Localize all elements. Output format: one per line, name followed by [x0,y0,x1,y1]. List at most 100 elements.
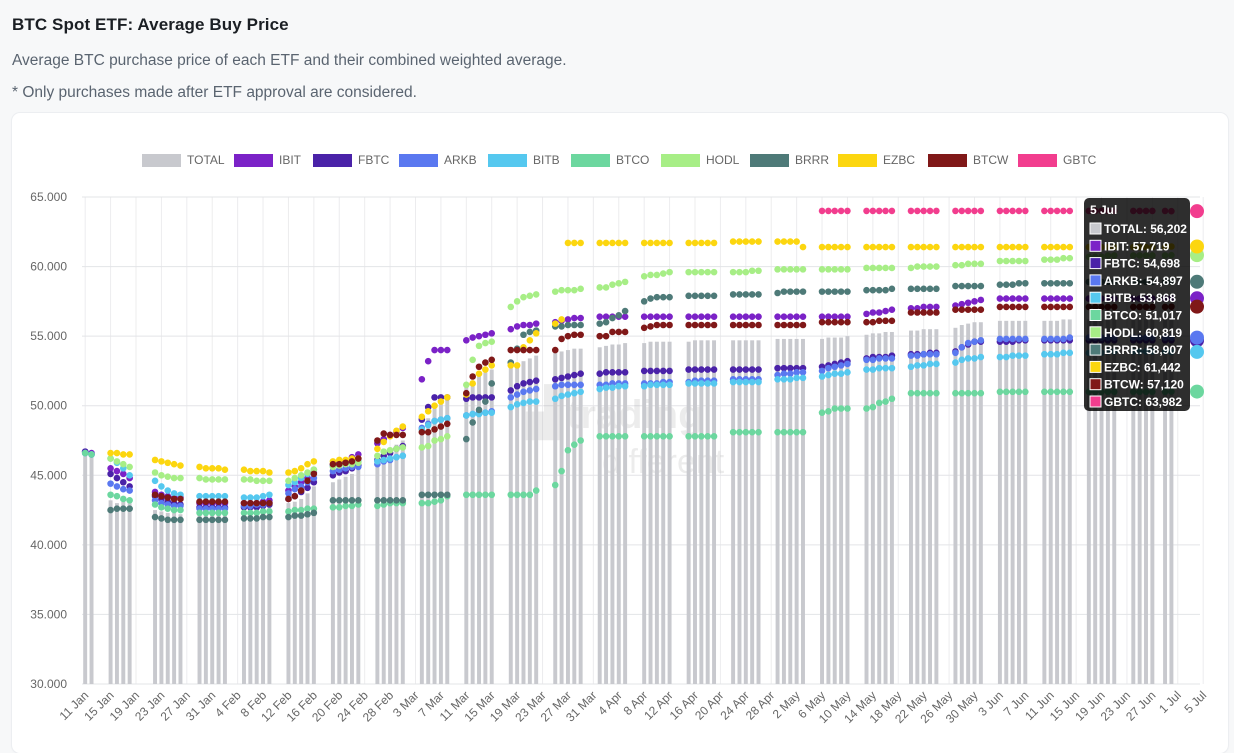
data-point[interactable] [348,497,356,504]
data-point[interactable] [164,494,172,501]
data-point[interactable] [736,321,743,329]
data-point[interactable] [926,350,934,358]
data-point[interactable] [818,318,826,326]
data-point[interactable] [386,497,394,504]
data-point[interactable] [386,431,394,439]
data-point[interactable] [1060,303,1067,311]
data-point[interactable] [964,207,972,215]
data-point[interactable] [748,267,756,275]
data-point[interactable] [609,239,616,247]
total-bar[interactable] [89,453,94,684]
data-point[interactable] [875,286,883,294]
data-point[interactable] [297,465,305,472]
data-point[interactable] [513,382,521,390]
data-point[interactable] [437,423,445,430]
data-point[interactable] [126,497,133,504]
data-point[interactable] [424,428,432,436]
data-point[interactable] [266,513,273,521]
data-point[interactable] [202,492,210,500]
data-point[interactable] [1009,303,1016,311]
data-point[interactable] [488,330,496,337]
data-point[interactable] [393,445,400,453]
total-bar[interactable] [559,351,564,684]
data-point[interactable] [380,448,388,455]
data-point[interactable] [196,509,203,517]
data-point[interactable] [571,441,578,448]
total-bar[interactable] [934,329,939,684]
total-bar[interactable] [1112,319,1117,684]
data-point[interactable] [659,367,667,375]
data-point[interactable] [615,433,623,440]
data-point[interactable] [825,364,832,372]
data-point[interactable] [1047,207,1055,215]
data-point[interactable] [475,406,483,414]
data-point[interactable] [926,207,934,215]
data-point[interactable] [964,306,972,314]
data-point[interactable] [964,282,972,290]
data-point[interactable] [698,239,705,247]
data-point[interactable] [291,485,299,493]
data-point[interactable] [1009,281,1016,288]
data-point[interactable] [964,260,972,268]
data-point[interactable] [958,300,966,308]
data-point[interactable] [837,405,845,412]
total-bar[interactable] [883,331,888,684]
data-point[interactable] [571,331,578,339]
total-bar[interactable] [731,340,736,684]
data-point[interactable] [596,370,604,378]
total-bar[interactable] [127,503,132,684]
data-point[interactable] [786,266,794,273]
data-point[interactable] [742,291,750,298]
data-point[interactable] [1041,303,1048,311]
data-point[interactable] [742,428,750,436]
data-point[interactable] [748,313,756,320]
data-point[interactable] [698,313,705,320]
data-point[interactable] [831,288,839,295]
data-point[interactable] [621,382,629,390]
legend-item-ibit[interactable]: IBIT [234,153,302,167]
data-point[interactable] [113,505,121,512]
total-bar[interactable] [667,341,672,684]
total-bar[interactable] [470,380,475,684]
total-bar[interactable] [1004,320,1009,684]
data-point[interactable] [532,291,540,298]
data-point[interactable] [602,332,610,340]
data-point[interactable] [151,491,159,499]
data-point[interactable] [825,407,832,415]
data-point[interactable] [621,369,629,376]
data-point[interactable] [520,399,527,407]
data-point[interactable] [704,239,711,247]
data-point[interactable] [177,474,184,482]
data-point[interactable] [424,491,432,499]
data-point[interactable] [964,299,972,307]
total-bar[interactable] [966,323,971,684]
data-point[interactable] [729,428,737,436]
data-point[interactable] [1041,243,1048,251]
data-point[interactable] [1015,243,1023,251]
data-point[interactable] [1009,207,1016,215]
total-bar[interactable] [114,503,119,684]
data-point[interactable] [659,381,667,389]
data-point[interactable] [520,293,527,301]
data-point[interactable] [914,207,921,215]
data-point[interactable] [1066,279,1074,287]
data-point[interactable] [170,516,178,524]
data-point[interactable] [602,369,610,376]
data-point[interactable] [920,350,927,358]
data-point[interactable] [164,473,172,480]
data-point[interactable] [526,337,534,344]
data-point[interactable] [126,451,133,458]
data-point[interactable] [837,288,845,295]
data-point[interactable] [1060,349,1067,357]
data-point[interactable] [1053,350,1061,358]
data-point[interactable] [971,338,978,346]
data-point[interactable] [424,499,432,507]
data-point[interactable] [564,381,572,389]
data-point[interactable] [342,497,349,504]
data-point[interactable] [1015,279,1023,287]
data-point[interactable] [653,367,661,375]
data-point[interactable] [602,433,610,440]
total-bar[interactable] [477,376,481,684]
data-point[interactable] [564,373,572,380]
data-point[interactable] [374,497,381,504]
